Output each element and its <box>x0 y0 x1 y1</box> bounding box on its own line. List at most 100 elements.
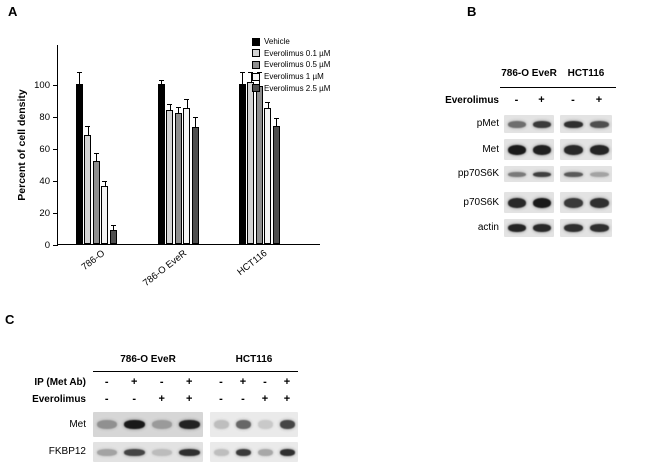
blot-row-label: Met <box>482 143 499 155</box>
blot-band <box>532 197 551 208</box>
blot-band <box>532 171 551 177</box>
blot-band <box>257 420 273 429</box>
error-bar-cap <box>184 99 189 100</box>
bar <box>92 160 100 244</box>
bar <box>183 108 190 244</box>
y-tick-mark <box>53 149 58 151</box>
blot-row-label: Met <box>69 418 86 430</box>
treatment-sign: + <box>239 376 247 388</box>
legend-item: Everolimus 1 µM <box>252 71 330 83</box>
panel-b-label: B <box>467 4 477 19</box>
treatment-sign: + <box>283 376 291 388</box>
error-bar <box>242 72 243 84</box>
legend-label: Everolimus 2.5 µM <box>264 83 331 93</box>
blot-row-label: FKBP12 <box>48 446 86 457</box>
legend-label: Everolimus 1 µM <box>264 72 324 82</box>
y-tick-mark <box>53 117 58 119</box>
blot-band <box>213 420 229 429</box>
y-tick-mark <box>53 181 58 183</box>
y-tick-label: 60 <box>39 143 50 155</box>
blot-row-label: p70S6K <box>463 196 499 208</box>
blot-band <box>563 224 583 232</box>
y-tick-mark <box>53 213 58 215</box>
error-bar <box>87 127 89 136</box>
error-bar-cap <box>102 180 107 182</box>
error-bar <box>195 117 196 128</box>
bar <box>174 112 182 244</box>
treatment-sign: - <box>571 94 575 106</box>
error-bar <box>96 154 97 161</box>
cell-line-header: HCT116 <box>567 68 605 79</box>
y-tick-label: 100 <box>34 79 50 91</box>
blot-band <box>235 420 251 429</box>
treatment-row-label: Everolimus <box>445 95 499 106</box>
error-bar <box>178 108 179 113</box>
error-bar-cap <box>76 71 82 73</box>
blot-band <box>151 448 172 456</box>
blot-band <box>532 224 551 232</box>
x-tick-text: HCT116 <box>235 248 270 279</box>
treatment-sign: - <box>132 393 137 405</box>
bar <box>255 85 263 244</box>
blot-band <box>589 171 609 177</box>
bar <box>157 84 165 244</box>
blot-band <box>213 448 229 456</box>
chart-plot: 786-O 786-O EveR HCT116 0 20 40 60 80 100 <box>34 45 320 289</box>
error-bar-cap <box>256 71 262 73</box>
treatment-sign: + <box>283 393 291 405</box>
error-bar-cap <box>93 153 99 155</box>
blot-band <box>279 448 295 456</box>
blot-box <box>504 219 554 237</box>
blot-band <box>507 171 526 177</box>
blot-box <box>560 166 612 182</box>
blot-band <box>589 120 609 128</box>
error-bar <box>79 72 80 84</box>
legend-label: Everolimus 0.5 µM <box>264 60 331 70</box>
blot-band <box>563 197 583 208</box>
bar <box>272 125 280 244</box>
bar <box>101 186 108 244</box>
header-underline <box>556 87 616 89</box>
blot-band <box>96 448 117 456</box>
y-tick-label: 80 <box>39 111 50 123</box>
bar <box>75 84 83 244</box>
blot-box <box>504 166 554 182</box>
blot-box <box>504 139 554 160</box>
treatment-sign: - <box>263 376 267 388</box>
blot-band <box>563 144 583 155</box>
error-bar <box>104 181 106 187</box>
blot-band <box>563 120 583 128</box>
error-bar-cap <box>192 116 198 118</box>
legend-swatch <box>252 72 260 81</box>
bar <box>191 127 199 244</box>
legend-label: Vehicle <box>264 37 290 47</box>
blot-box <box>93 442 203 462</box>
treatment-sign: - <box>219 393 223 405</box>
treatment-row-label: IP (Met Ab) <box>34 377 86 388</box>
x-tick-text: 786-O <box>79 248 107 273</box>
treatment-sign: - <box>159 376 164 388</box>
legend-swatch <box>252 84 260 93</box>
error-bar <box>267 103 269 108</box>
error-bar <box>250 72 252 83</box>
error-bar-cap <box>175 107 181 108</box>
treatment-sign: - <box>514 94 519 106</box>
blot-band <box>235 448 251 456</box>
chart-legend: Vehicle Everolimus 0.1 µM Everolimus 0.5 µ… <box>252 36 330 94</box>
cell-line-header: HCT116 <box>235 354 273 365</box>
treatment-sign: + <box>158 393 165 405</box>
header-underline <box>93 371 298 373</box>
legend-item: Everolimus 0.5 µM <box>252 59 330 71</box>
blot-band <box>563 171 583 177</box>
error-bar-cap <box>85 126 90 128</box>
legend-swatch <box>252 37 260 46</box>
x-tick-text: 786-O EveR <box>140 248 189 289</box>
treatment-sign: + <box>595 94 603 106</box>
treatment-sign: + <box>131 376 138 388</box>
blot-box <box>560 219 612 237</box>
blot-box <box>210 412 298 437</box>
bar <box>238 84 246 244</box>
blot-band <box>532 120 551 128</box>
legend-label: Everolimus 0.1 µM <box>264 48 331 58</box>
